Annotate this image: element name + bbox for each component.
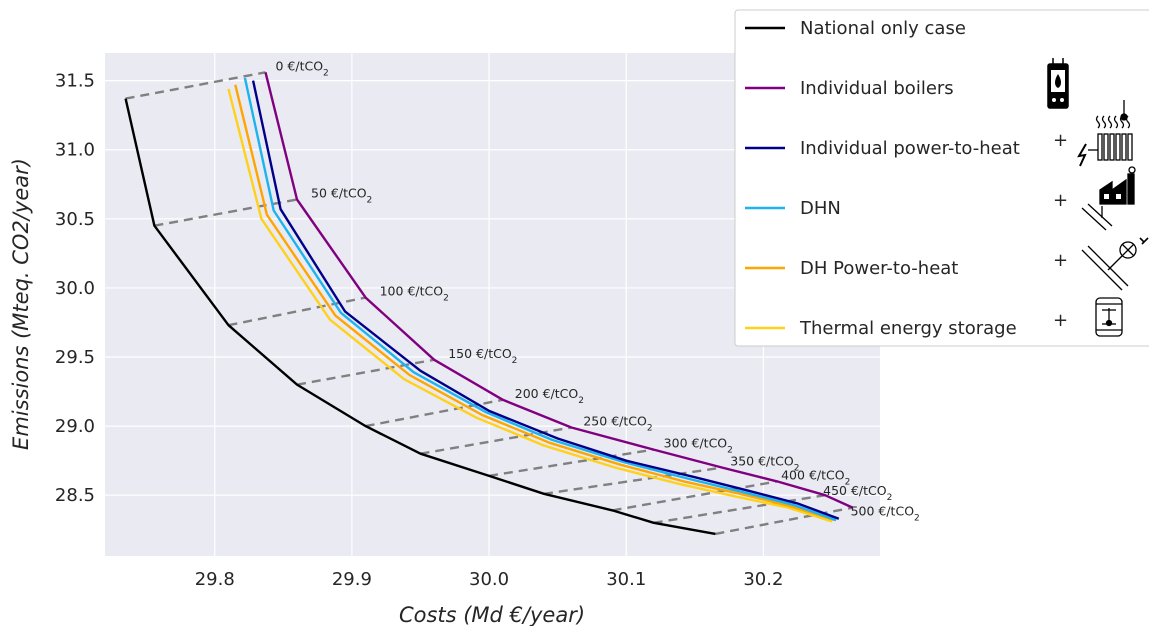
carbon-price-label: 150 €/tCO2 [448,346,517,366]
carbon-price-connector [488,448,654,478]
series-line [251,80,840,520]
legend-plus: + [1053,130,1068,151]
legend-label: DHN [800,198,841,219]
legend-label: National only case [800,18,966,39]
x-tick-label: 29.9 [332,569,372,590]
x-tick-label: 29.8 [195,569,235,590]
storage-tank-icon [1095,297,1123,337]
carbon-price-label: 400 €/tCO2 [781,467,850,487]
series-line [243,77,837,522]
carbon-price-label: 250 €/tCO2 [583,413,652,433]
chp-plant-icon [1081,166,1136,231]
carbon-price-label: 300 €/tCO2 [664,436,733,456]
legend-label: DH Power-to-heat [800,258,958,279]
carbon-price-connector [296,358,435,386]
series-line [264,72,854,509]
carbon-price-connector [543,466,723,496]
gas-boiler-icon [1047,58,1069,109]
carbon-price-connector [612,480,778,512]
heat-pump-icon [1081,237,1149,291]
carbon-price-label: 0 €/tCO2 [275,58,328,78]
carbon-price-labels: 0 €/tCO2 50 €/tCO2 100 €/tCO2 150 €/tCO2 200… [275,58,919,523]
y-axis-title: Emissions (Mteq. CO2/year) [9,158,33,450]
y-tick-label: 29.5 [55,347,95,368]
y-axis-ticks: 28.5 29.0 29.5 30.0 30.5 31.0 31.5 [55,71,95,507]
x-tick-label: 30.0 [469,569,509,590]
legend-label: Thermal energy storage [799,318,1017,339]
series-line [124,98,716,536]
carbon-price-label: 100 €/tCO2 [380,284,449,304]
carbon-price-connector [715,506,853,536]
y-tick-label: 31.5 [55,71,95,92]
y-tick-label: 31.0 [55,140,95,161]
x-tick-label: 30.1 [606,569,646,590]
legend-plus: + [1053,190,1068,211]
legend-plus: + [1053,250,1068,271]
carbon-price-label: 500 €/tCO2 [851,504,920,524]
radiator-icon [1077,100,1133,167]
legend: National only case Individual boilers Indi… [734,9,1149,347]
carbon-price-label: 450 €/tCO2 [823,483,892,503]
y-tick-label: 29.0 [55,416,95,437]
carbon-price-connector [228,296,366,327]
legend-frame [734,9,1149,347]
carbon-price-label: 50 €/tCO2 [311,185,372,205]
pareto-fronts [124,72,854,536]
legend-label: Individual power-to-heat [800,138,1020,159]
series-line [234,84,836,522]
legend-plus: + [1053,310,1068,331]
y-tick-label: 30.5 [55,209,95,230]
x-axis-title: Costs (Md €/year) [399,603,585,626]
legend-label: Individual boilers [800,78,954,99]
series-line [227,88,833,523]
carbon-price-connector [420,426,572,455]
carbon-price-connector [365,398,504,428]
y-tick-label: 30.0 [55,278,95,299]
y-tick-label: 28.5 [55,485,95,506]
carbon-price-label: 350 €/tCO2 [730,454,799,474]
x-tick-label: 30.2 [743,569,783,590]
x-axis-ticks: 29.8 29.9 30.0 30.1 30.2 [195,569,784,590]
carbon-price-connector [125,71,266,100]
carbon-price-label: 200 €/tCO2 [515,386,584,406]
